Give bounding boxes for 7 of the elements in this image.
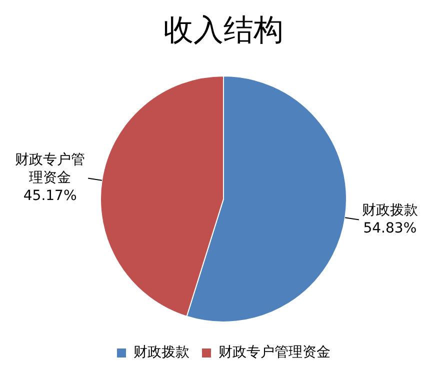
- data-label: 45.17%: [23, 188, 77, 204]
- slice-label: 财政专户管理资金: [15, 152, 86, 186]
- slice-label: 财政拨款: [362, 202, 418, 218]
- chart-title: 收入结构: [164, 12, 284, 48]
- legend-label: 财政拨款: [134, 344, 190, 361]
- data-label: 54.83%: [363, 220, 417, 236]
- legend-label: 财政专户管理资金: [218, 344, 330, 361]
